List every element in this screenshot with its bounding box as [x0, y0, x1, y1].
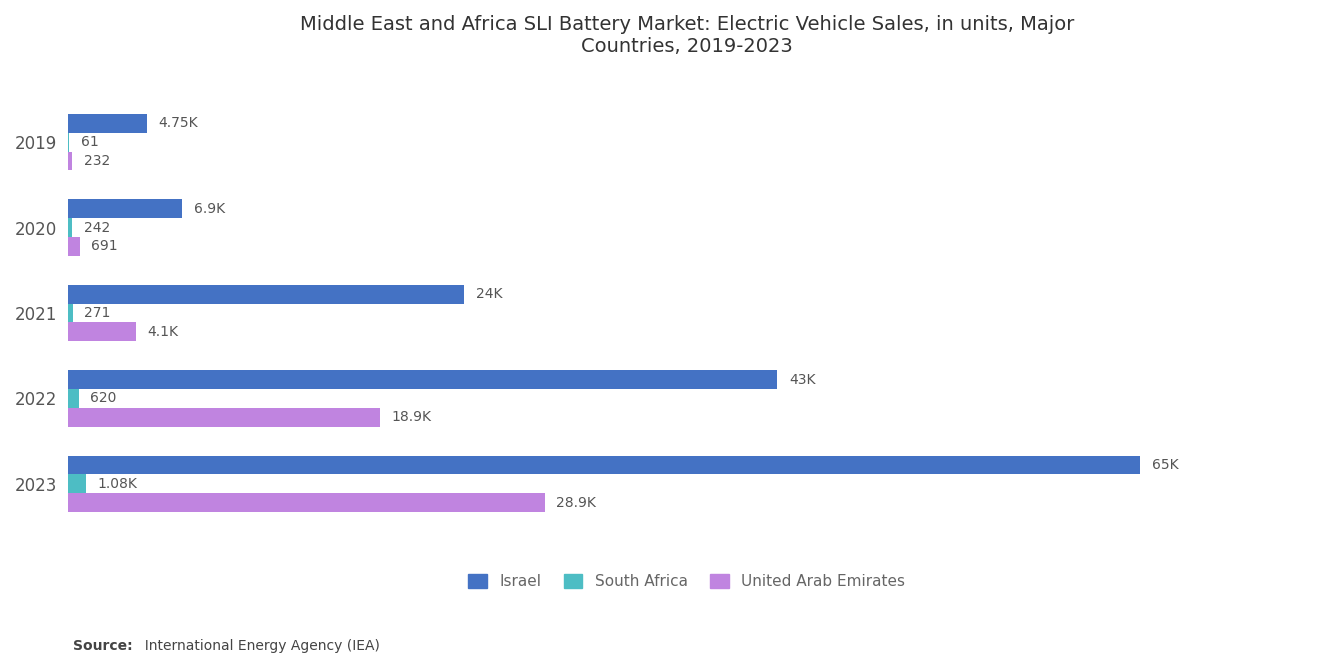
Bar [69, 218, 73, 237]
Text: 28.9K: 28.9K [557, 495, 597, 509]
Bar [69, 285, 465, 304]
Text: 620: 620 [90, 392, 116, 406]
Title: Middle East and Africa SLI Battery Market: Electric Vehicle Sales, in units, Maj: Middle East and Africa SLI Battery Marke… [300, 15, 1074, 56]
Text: 232: 232 [84, 154, 110, 168]
Text: International Energy Agency (IEA): International Energy Agency (IEA) [136, 639, 380, 654]
Bar [69, 152, 73, 170]
Bar [69, 408, 380, 427]
Text: 242: 242 [84, 221, 111, 235]
Text: 4.75K: 4.75K [158, 116, 198, 130]
Text: 6.9K: 6.9K [194, 202, 224, 216]
Text: 65K: 65K [1151, 458, 1179, 472]
Text: 271: 271 [84, 306, 111, 320]
Text: 61: 61 [81, 135, 99, 149]
Bar [69, 370, 777, 389]
Text: Source:: Source: [73, 639, 132, 654]
Text: 43K: 43K [789, 372, 816, 386]
Bar [69, 493, 545, 512]
Text: 1.08K: 1.08K [98, 477, 137, 491]
Bar [69, 237, 81, 256]
Bar [69, 200, 182, 218]
Text: 4.1K: 4.1K [148, 325, 178, 339]
Text: 691: 691 [91, 239, 117, 253]
Legend: Israel, South Africa, United Arab Emirates: Israel, South Africa, United Arab Emirat… [462, 568, 911, 595]
Bar [69, 389, 79, 408]
Bar [69, 475, 86, 493]
Bar [69, 323, 136, 341]
Bar [69, 304, 73, 323]
Text: 18.9K: 18.9K [392, 410, 432, 424]
Bar [69, 114, 147, 133]
Text: 24K: 24K [475, 287, 502, 301]
Bar [69, 456, 1140, 475]
